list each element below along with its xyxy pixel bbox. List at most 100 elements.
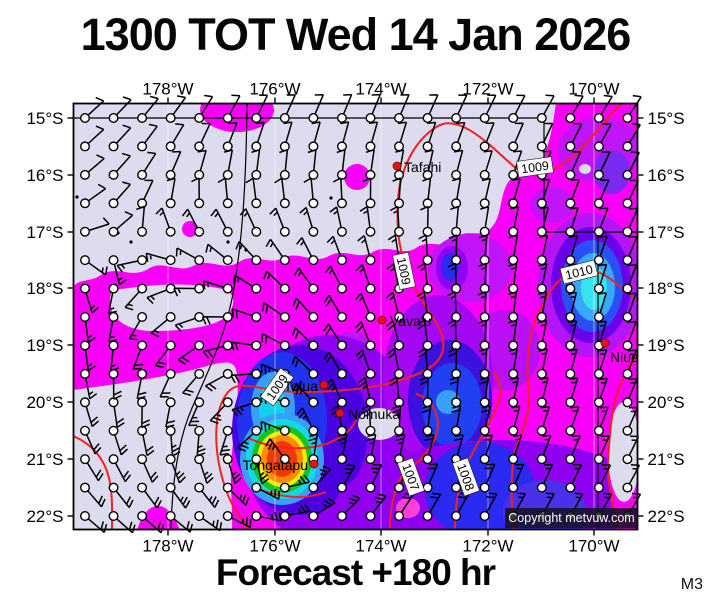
station-circle	[479, 112, 490, 123]
station-circle	[394, 511, 405, 522]
station-circle	[108, 312, 119, 323]
station-circle	[479, 511, 490, 522]
station-circle	[565, 112, 576, 123]
station-circle	[336, 255, 347, 266]
station-circle	[165, 169, 176, 180]
island-mark	[329, 196, 333, 200]
svg-text:1009: 1009	[394, 256, 413, 286]
station-circle	[308, 169, 319, 180]
station-circle	[336, 511, 347, 522]
station-circle	[365, 482, 376, 493]
lon-tick-label: 172°W	[462, 537, 513, 556]
town-label: Tafahi	[404, 159, 441, 175]
station-circle	[108, 255, 119, 266]
station-circle	[165, 368, 176, 379]
station-circle	[79, 340, 90, 351]
station-circle	[593, 454, 604, 465]
station-circle	[336, 169, 347, 180]
station-circle	[422, 511, 433, 522]
isobar-label: 1009	[516, 156, 554, 178]
town-dot	[377, 315, 387, 325]
station-circle	[508, 198, 519, 209]
station-circle	[508, 112, 519, 123]
station-circle	[422, 226, 433, 237]
isobar-line	[389, 393, 440, 530]
lon-tick-label: 178°W	[142, 537, 193, 556]
station-circle	[279, 283, 290, 294]
svg-text:1010: 1010	[564, 262, 594, 282]
lat-tick-label: 19°S	[648, 336, 685, 355]
lat-tick-label: 16°S	[648, 166, 685, 185]
lat-tick-label: 16°S	[26, 166, 63, 185]
station-circle	[165, 397, 176, 408]
station-circle	[165, 141, 176, 152]
station-circle	[308, 283, 319, 294]
station-circle	[422, 112, 433, 123]
station-circle	[222, 141, 233, 152]
station-circle	[222, 169, 233, 180]
station-circle	[622, 112, 633, 123]
station-circle	[137, 198, 148, 209]
station-circle	[593, 141, 604, 152]
isobar-label: 1010	[559, 259, 599, 285]
town-label: Niue	[610, 349, 639, 365]
station-circle	[479, 226, 490, 237]
station-circle	[165, 425, 176, 436]
station-circle	[508, 169, 519, 180]
station-circle	[251, 454, 262, 465]
station-circle	[165, 112, 176, 123]
station-circle	[622, 397, 633, 408]
station-circle	[79, 454, 90, 465]
station-circle	[279, 112, 290, 123]
station-circle	[565, 141, 576, 152]
station-circle	[165, 198, 176, 209]
station-circle	[279, 425, 290, 436]
station-circle	[622, 425, 633, 436]
station-circle	[222, 255, 233, 266]
station-circle	[137, 226, 148, 237]
station-circle	[451, 482, 462, 493]
station-circle	[565, 226, 576, 237]
station-circle	[622, 482, 633, 493]
lat-tick-label: 22°S	[648, 507, 685, 526]
station-circle	[165, 454, 176, 465]
lat-tick-label: 17°S	[26, 223, 63, 242]
station-circle	[79, 226, 90, 237]
station-circle	[593, 198, 604, 209]
station-circle	[165, 226, 176, 237]
station-circle	[479, 169, 490, 180]
station-circle	[394, 312, 405, 323]
station-circle	[137, 511, 148, 522]
station-circle	[593, 312, 604, 323]
wind-barbs	[79, 93, 642, 534]
station-circle	[336, 141, 347, 152]
station-circle	[108, 511, 119, 522]
island-mark	[75, 195, 79, 199]
lon-tick-label: 176°W	[249, 537, 300, 556]
station-circle	[251, 397, 262, 408]
station-circle	[622, 255, 633, 266]
station-circle	[251, 283, 262, 294]
station-circle	[536, 198, 547, 209]
station-circle	[194, 198, 205, 209]
town-marker-nomuka: Nomuka	[335, 406, 400, 422]
station-circle	[308, 511, 319, 522]
station-circle	[308, 198, 319, 209]
station-circle	[508, 425, 519, 436]
island-mark	[129, 240, 133, 244]
map-frame	[72, 102, 639, 531]
station-circle	[222, 454, 233, 465]
station-circle	[536, 112, 547, 123]
station-circle	[251, 511, 262, 522]
station-circle	[137, 397, 148, 408]
station-circle	[365, 340, 376, 351]
station-circle	[108, 368, 119, 379]
station-circle	[451, 112, 462, 123]
station-circle	[194, 511, 205, 522]
boundary-line	[170, 103, 248, 530]
station-circle	[451, 368, 462, 379]
station-circle	[622, 312, 633, 323]
station-circle	[165, 482, 176, 493]
station-circle	[222, 112, 233, 123]
